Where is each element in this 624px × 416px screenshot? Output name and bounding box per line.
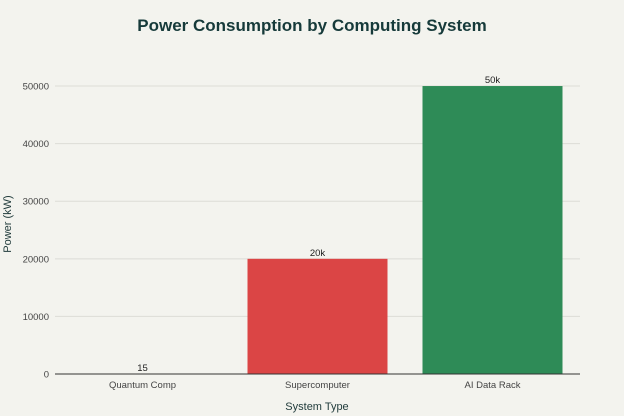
y-tick-label: 10000 bbox=[23, 312, 49, 323]
y-tick-label: 20000 bbox=[23, 254, 49, 265]
y-tick-label: 40000 bbox=[23, 139, 49, 150]
x-tick-label: AI Data Rack bbox=[465, 380, 521, 391]
x-tick-label: Quantum Comp bbox=[109, 380, 176, 391]
bars: 15 20k 50k bbox=[72, 75, 563, 374]
x-tick-label: Supercomputer bbox=[285, 380, 350, 391]
bar-value-label: 15 bbox=[137, 363, 148, 374]
bar bbox=[422, 86, 563, 374]
y-tick-label: 30000 bbox=[23, 197, 49, 208]
y-tick-label: 50000 bbox=[23, 82, 49, 93]
bar-value-label: 20k bbox=[310, 248, 326, 259]
y-tick-label: 0 bbox=[44, 370, 49, 381]
y-axis-ticks: 0 10000 20000 30000 40000 50000 bbox=[23, 82, 49, 381]
x-axis-ticks: Quantum Comp Supercomputer AI Data Rack bbox=[109, 380, 521, 391]
bar bbox=[247, 258, 388, 374]
y-axis-label: Power (kW) bbox=[2, 195, 14, 252]
bar-value-label: 50k bbox=[485, 75, 501, 86]
x-axis-label: System Type bbox=[285, 401, 348, 413]
chart-title: Power Consumption by Computing System bbox=[137, 16, 486, 35]
